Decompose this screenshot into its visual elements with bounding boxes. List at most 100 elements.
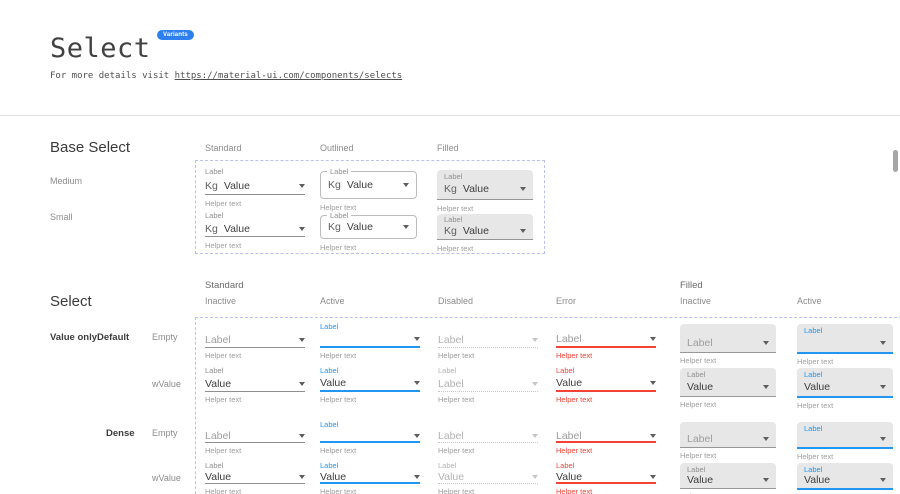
select-input[interactable]: Label Kg Value — [437, 170, 533, 200]
select-label: Label — [444, 215, 463, 224]
helper-text: Helper text — [438, 351, 475, 360]
column-header-outlined: Outlined — [320, 143, 354, 153]
helper-text: Helper text — [205, 395, 242, 404]
select-input[interactable]: Value — [556, 471, 656, 484]
adornment: Kg — [328, 179, 341, 191]
select-label — [556, 322, 656, 332]
adornment: Kg — [205, 222, 218, 235]
select-label: Label — [687, 465, 706, 474]
select-value: Label — [438, 430, 464, 442]
select-input[interactable]: Label — [205, 332, 305, 348]
helper-text: Helper text — [205, 487, 242, 494]
dropdown-arrow-icon — [880, 437, 886, 441]
select-standard-error-default-empty: Label Helper text — [556, 322, 656, 360]
select-value: Label — [438, 333, 464, 346]
row-label-small: Small — [50, 212, 73, 222]
dropdown-arrow-icon — [403, 225, 409, 229]
dropdown-arrow-icon — [650, 433, 656, 438]
select-label: Label — [320, 420, 339, 429]
select-input[interactable]: Label Value — [680, 368, 776, 397]
select-standard-inactive-default-empty: Label Helper text — [205, 322, 305, 360]
select-value: Label — [205, 430, 231, 442]
scrollbar-thumb[interactable] — [893, 150, 898, 172]
select-label: Label — [804, 370, 823, 379]
select-label — [687, 326, 769, 335]
base-select-standard-small: Label Kg Value Helper text — [205, 211, 305, 250]
select-value: Label — [556, 333, 582, 345]
select-input[interactable]: Label — [680, 422, 776, 448]
select-input[interactable]: Label Value — [797, 368, 893, 398]
select-filled-inactive-default-wvalue: Label Value Helper text — [680, 366, 776, 409]
select-input[interactable]: Value — [320, 471, 420, 484]
select-states-frame — [195, 317, 900, 494]
select-input[interactable]: Label — [205, 430, 305, 443]
dropdown-arrow-icon — [763, 384, 769, 389]
dropdown-arrow-icon — [414, 381, 420, 385]
dropdown-arrow-icon — [532, 475, 538, 479]
select-input[interactable]: Value — [205, 471, 305, 484]
select-label: Label — [205, 167, 224, 176]
dropdown-arrow-icon — [763, 437, 769, 441]
dropdown-arrow-icon — [299, 337, 305, 342]
select-input[interactable]: Label Kg Value — [320, 168, 417, 199]
helper-text: Helper text — [797, 357, 834, 366]
select-label: Label — [327, 168, 352, 176]
select-standard-active-default-wvalue: Label Value Helper text — [320, 366, 420, 404]
helper-text: Helper text — [438, 487, 475, 494]
select-input[interactable] — [320, 430, 420, 443]
select-label: Label — [556, 366, 575, 375]
row-label-default: Default — [97, 332, 130, 343]
select-label: Label — [320, 322, 339, 331]
select-value: Value — [804, 380, 831, 393]
select-input[interactable]: Label — [680, 324, 776, 353]
select-label: Label — [320, 461, 339, 470]
select-label: Label — [444, 172, 463, 181]
select-input[interactable]: Label — [797, 422, 893, 449]
select-value: Label — [205, 333, 231, 346]
select-input[interactable]: Label — [556, 430, 656, 443]
column-header-filled-inactive: Inactive — [680, 296, 712, 306]
select-input[interactable]: Label Value — [797, 463, 893, 490]
select-input[interactable]: Value — [556, 376, 656, 392]
select-input[interactable]: Value — [438, 471, 538, 484]
select-input[interactable]: Label — [438, 376, 538, 392]
select-input[interactable]: Value — [320, 376, 420, 392]
select-label: Label — [438, 461, 457, 470]
select-input[interactable]: Label — [438, 430, 538, 443]
dropdown-arrow-icon — [299, 475, 305, 479]
dropdown-arrow-icon — [299, 434, 305, 438]
select-input[interactable]: Label Kg Value — [437, 214, 533, 240]
select-value: Value — [687, 380, 714, 393]
select-label — [556, 420, 656, 430]
row-label-medium: Medium — [50, 176, 83, 186]
row-label-empty: Empty — [152, 332, 178, 342]
select-input[interactable]: Label — [797, 324, 893, 354]
helper-text: Helper text — [320, 487, 357, 494]
select-input[interactable]: Label Value — [680, 463, 776, 489]
select-input[interactable]: Kg Value — [205, 221, 305, 237]
subtitle: For more details visit https://material-… — [50, 71, 402, 81]
select-input: Label — [687, 335, 769, 350]
select-value: Label — [556, 429, 582, 442]
base-select-heading: Base Select — [50, 139, 131, 156]
select-input[interactable]: Label — [556, 332, 656, 348]
dropdown-arrow-icon — [403, 183, 409, 187]
select-input[interactable]: Label Kg Value — [320, 212, 417, 239]
select-input[interactable]: Value — [205, 376, 305, 392]
select-value: Value — [346, 221, 373, 233]
select-input[interactable]: Label — [438, 332, 538, 348]
dropdown-arrow-icon — [532, 337, 538, 342]
subtitle-link[interactable]: https://material-ui.com/components/selec… — [174, 71, 403, 81]
dropdown-arrow-icon — [414, 433, 420, 438]
select-value: Label — [687, 336, 713, 349]
select-input[interactable]: Kg Value — [205, 177, 305, 195]
column-header-disabled: Disabled — [438, 296, 474, 306]
dropdown-arrow-icon — [299, 183, 305, 188]
dropdown-arrow-icon — [650, 381, 656, 385]
select-input[interactable] — [320, 332, 420, 348]
dropdown-arrow-icon — [414, 337, 420, 341]
select-label: Label — [205, 366, 224, 375]
dropdown-arrow-icon — [880, 340, 886, 345]
dropdown-arrow-icon — [532, 381, 538, 386]
select-states-heading: Select — [50, 293, 92, 310]
